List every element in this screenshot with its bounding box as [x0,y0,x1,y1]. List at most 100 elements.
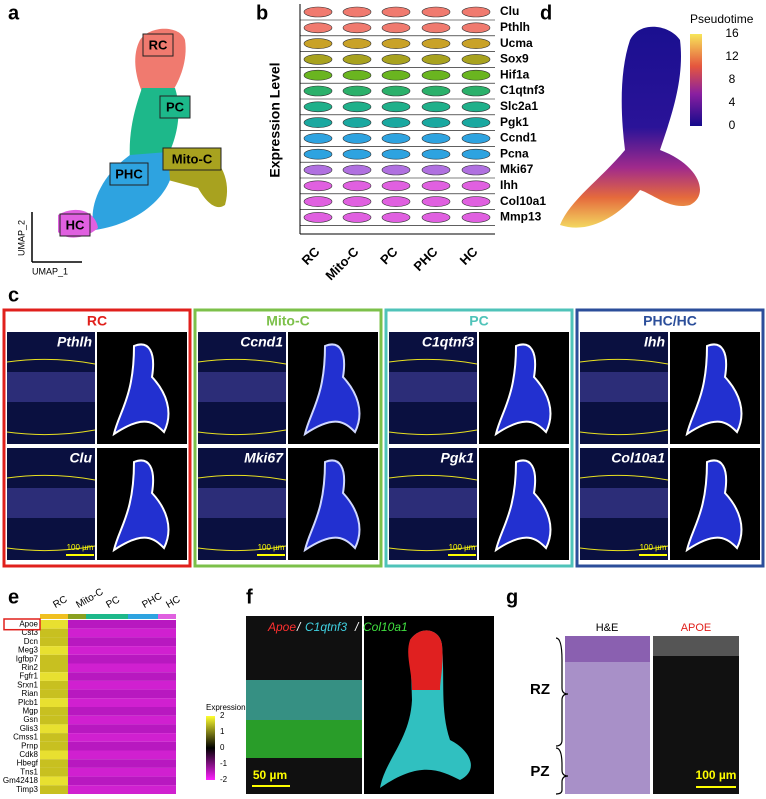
heat-rest [68,759,176,768]
apoe-image [653,636,739,794]
gene-label: Ihh [500,178,518,192]
tissue-signal [580,488,668,518]
block-title: RC [87,313,107,329]
gene-label: Mki67 [500,162,534,176]
heat-rest [68,724,176,734]
violin [461,164,491,176]
tissue-teal [246,680,362,720]
violin [342,196,372,207]
gene-label: Srxn1 [17,680,38,689]
gene-label: Timp3 [16,785,38,794]
gene-label: Sox9 [500,52,529,66]
group-label: PC [377,244,401,268]
block-title: PHC/HC [643,313,697,329]
violin [461,148,491,160]
violin [421,180,451,192]
heat-rest [68,620,176,629]
colorbar-tick: 8 [729,72,736,86]
group-label: PC [104,594,122,610]
heat-rc [40,733,68,742]
gene-label: Hif1a [500,67,530,81]
tissue-boundary [388,474,478,552]
group-label: HC [164,594,182,611]
tissue-signal [7,488,95,518]
gene-label: Ccnd1 [500,131,537,145]
violin [381,133,411,144]
group-label: PHC [140,591,164,611]
violin [421,164,451,176]
colorbar-tick: 1 [220,727,225,736]
gene-label: Rian [22,689,38,698]
tissue-green [246,720,362,758]
violin [421,22,451,34]
heat-rc [40,767,68,777]
colorbar-tick: 0 [220,743,225,752]
gene-label: Hbegf [17,759,39,768]
violin [342,54,372,65]
group-label: PHC [411,244,441,274]
violin [303,69,333,81]
gene-label: Ihh [644,334,665,350]
heat-rest [68,646,176,655]
violin [461,85,491,97]
gene-label: Fgfr1 [19,672,38,681]
violin [461,196,491,207]
heat-rest [68,663,176,673]
heat-rest [68,654,176,664]
scale-bar-label: 100 µm [258,543,285,552]
heat-rest [68,750,176,760]
group-label: HC [457,244,481,268]
group-label: Mito-C [74,587,105,611]
heat-rc [40,672,68,681]
cluster-label: PC [166,99,185,114]
colorbar-tick: 16 [725,26,739,40]
gene-label: Cdk8 [19,750,38,759]
tissue-signal [198,488,286,518]
colorbar-tick: -2 [220,775,228,784]
zone-label: PZ [530,763,549,780]
violin [381,85,411,97]
umap-expression [380,630,471,788]
violin [461,101,491,113]
violin [461,22,491,34]
panel-label: g [506,586,518,608]
violin [421,38,451,49]
tissue-boundary [197,474,287,552]
heat-rc [40,689,68,699]
violin [342,164,372,176]
umap-expression [112,343,170,437]
violin [461,38,491,49]
heat-rest [68,776,176,786]
violin [303,54,333,65]
gene-label: Mgp [22,706,38,715]
scale-bar-label: 100 µm [640,543,667,552]
violin [461,180,491,192]
scale-bar-label: 100 µm [449,543,476,552]
legend-title: Pseudotime [690,12,754,26]
cluster-label: PHC [115,166,143,181]
umap-expression [303,343,361,437]
violin [342,101,372,113]
violin [381,6,411,18]
group-label: RC [51,594,69,611]
heat-rc [40,637,68,647]
gene-label: C1qtnf3 [422,334,474,350]
heat-rc [40,646,68,655]
colorbar-tick: -1 [220,759,228,768]
violin [461,133,491,144]
heat-rest [68,637,176,647]
gene-label: Ucma [500,36,533,50]
heat-rc [40,759,68,768]
zone-brace [555,637,569,747]
block-title: PC [469,313,488,329]
violin [381,148,411,160]
group-bar [158,614,176,619]
tissue-boundary [6,474,96,552]
heat-rest [68,785,176,794]
heat-rest [68,707,176,716]
heat-rc [40,698,68,707]
gene-label: Rin2 [22,663,39,672]
apoe-top [653,636,739,656]
violin [421,85,451,97]
